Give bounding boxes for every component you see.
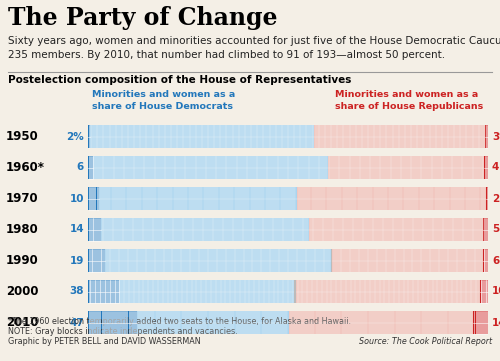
Text: 47: 47 bbox=[69, 318, 84, 327]
Bar bbox=[88, 156, 94, 179]
Bar bbox=[332, 249, 482, 272]
Bar bbox=[90, 125, 314, 148]
Bar bbox=[484, 156, 488, 179]
Text: Postelection composition of the House of Representatives: Postelection composition of the House of… bbox=[8, 75, 352, 85]
Text: 10: 10 bbox=[492, 287, 500, 296]
Bar bbox=[88, 125, 90, 148]
Bar bbox=[88, 249, 105, 272]
Text: 2000: 2000 bbox=[6, 285, 38, 298]
Bar bbox=[88, 218, 101, 241]
Bar bbox=[309, 218, 484, 241]
Text: 19: 19 bbox=[70, 256, 84, 265]
Text: 10: 10 bbox=[70, 193, 84, 204]
Text: 14: 14 bbox=[492, 318, 500, 327]
Text: Graphic by PETER BELL and DAVID WASSERMAN: Graphic by PETER BELL and DAVID WASSERMA… bbox=[8, 337, 200, 346]
Bar bbox=[328, 156, 484, 179]
Bar bbox=[137, 311, 288, 334]
Text: The Party of Change: The Party of Change bbox=[8, 6, 278, 30]
Text: Source: The Cook Political Report: Source: The Cook Political Report bbox=[359, 337, 492, 346]
Bar bbox=[294, 280, 296, 303]
Text: 4: 4 bbox=[492, 162, 500, 173]
Bar bbox=[98, 187, 296, 210]
Bar bbox=[88, 187, 99, 210]
Bar bbox=[486, 125, 488, 148]
Text: 6: 6 bbox=[492, 256, 499, 265]
Text: 3%: 3% bbox=[492, 131, 500, 142]
Text: 2: 2 bbox=[492, 193, 499, 204]
Text: 1960*: 1960* bbox=[6, 161, 45, 174]
Bar bbox=[296, 280, 480, 303]
Text: 38: 38 bbox=[70, 287, 84, 296]
Text: 5: 5 bbox=[492, 225, 499, 235]
Bar bbox=[288, 311, 474, 334]
Bar bbox=[88, 311, 137, 334]
Bar bbox=[314, 125, 486, 148]
Text: 2%: 2% bbox=[66, 131, 84, 142]
Text: 1980: 1980 bbox=[6, 223, 39, 236]
Text: Minorities and women as a
share of House Democrats: Minorities and women as a share of House… bbox=[92, 90, 236, 111]
Bar bbox=[482, 249, 488, 272]
Bar bbox=[120, 280, 294, 303]
Bar bbox=[94, 156, 328, 179]
Text: 6: 6 bbox=[77, 162, 84, 173]
Text: Minorities and women as a
share of House Republicans: Minorities and women as a share of House… bbox=[335, 90, 483, 111]
Bar bbox=[486, 187, 488, 210]
Text: 1990: 1990 bbox=[6, 254, 39, 267]
Bar bbox=[474, 311, 488, 334]
Bar bbox=[480, 280, 488, 303]
Bar bbox=[88, 280, 120, 303]
Text: 1970: 1970 bbox=[6, 192, 38, 205]
Text: 2010: 2010 bbox=[6, 316, 38, 329]
Bar bbox=[105, 249, 330, 272]
Bar bbox=[296, 187, 486, 210]
Bar bbox=[330, 249, 332, 272]
Text: NOTE: Gray blocks indicate independents and vacancies.: NOTE: Gray blocks indicate independents … bbox=[8, 327, 237, 336]
Bar bbox=[484, 218, 488, 241]
Text: 14: 14 bbox=[70, 225, 84, 235]
Text: *The 1960 election temporarily added two seats to the House, for Alaska and Hawa: *The 1960 election temporarily added two… bbox=[8, 317, 351, 326]
Text: 1950: 1950 bbox=[6, 130, 39, 143]
Bar bbox=[100, 218, 309, 241]
Text: Sixty years ago, women and minorities accounted for just five of the House Democ: Sixty years ago, women and minorities ac… bbox=[8, 36, 500, 60]
